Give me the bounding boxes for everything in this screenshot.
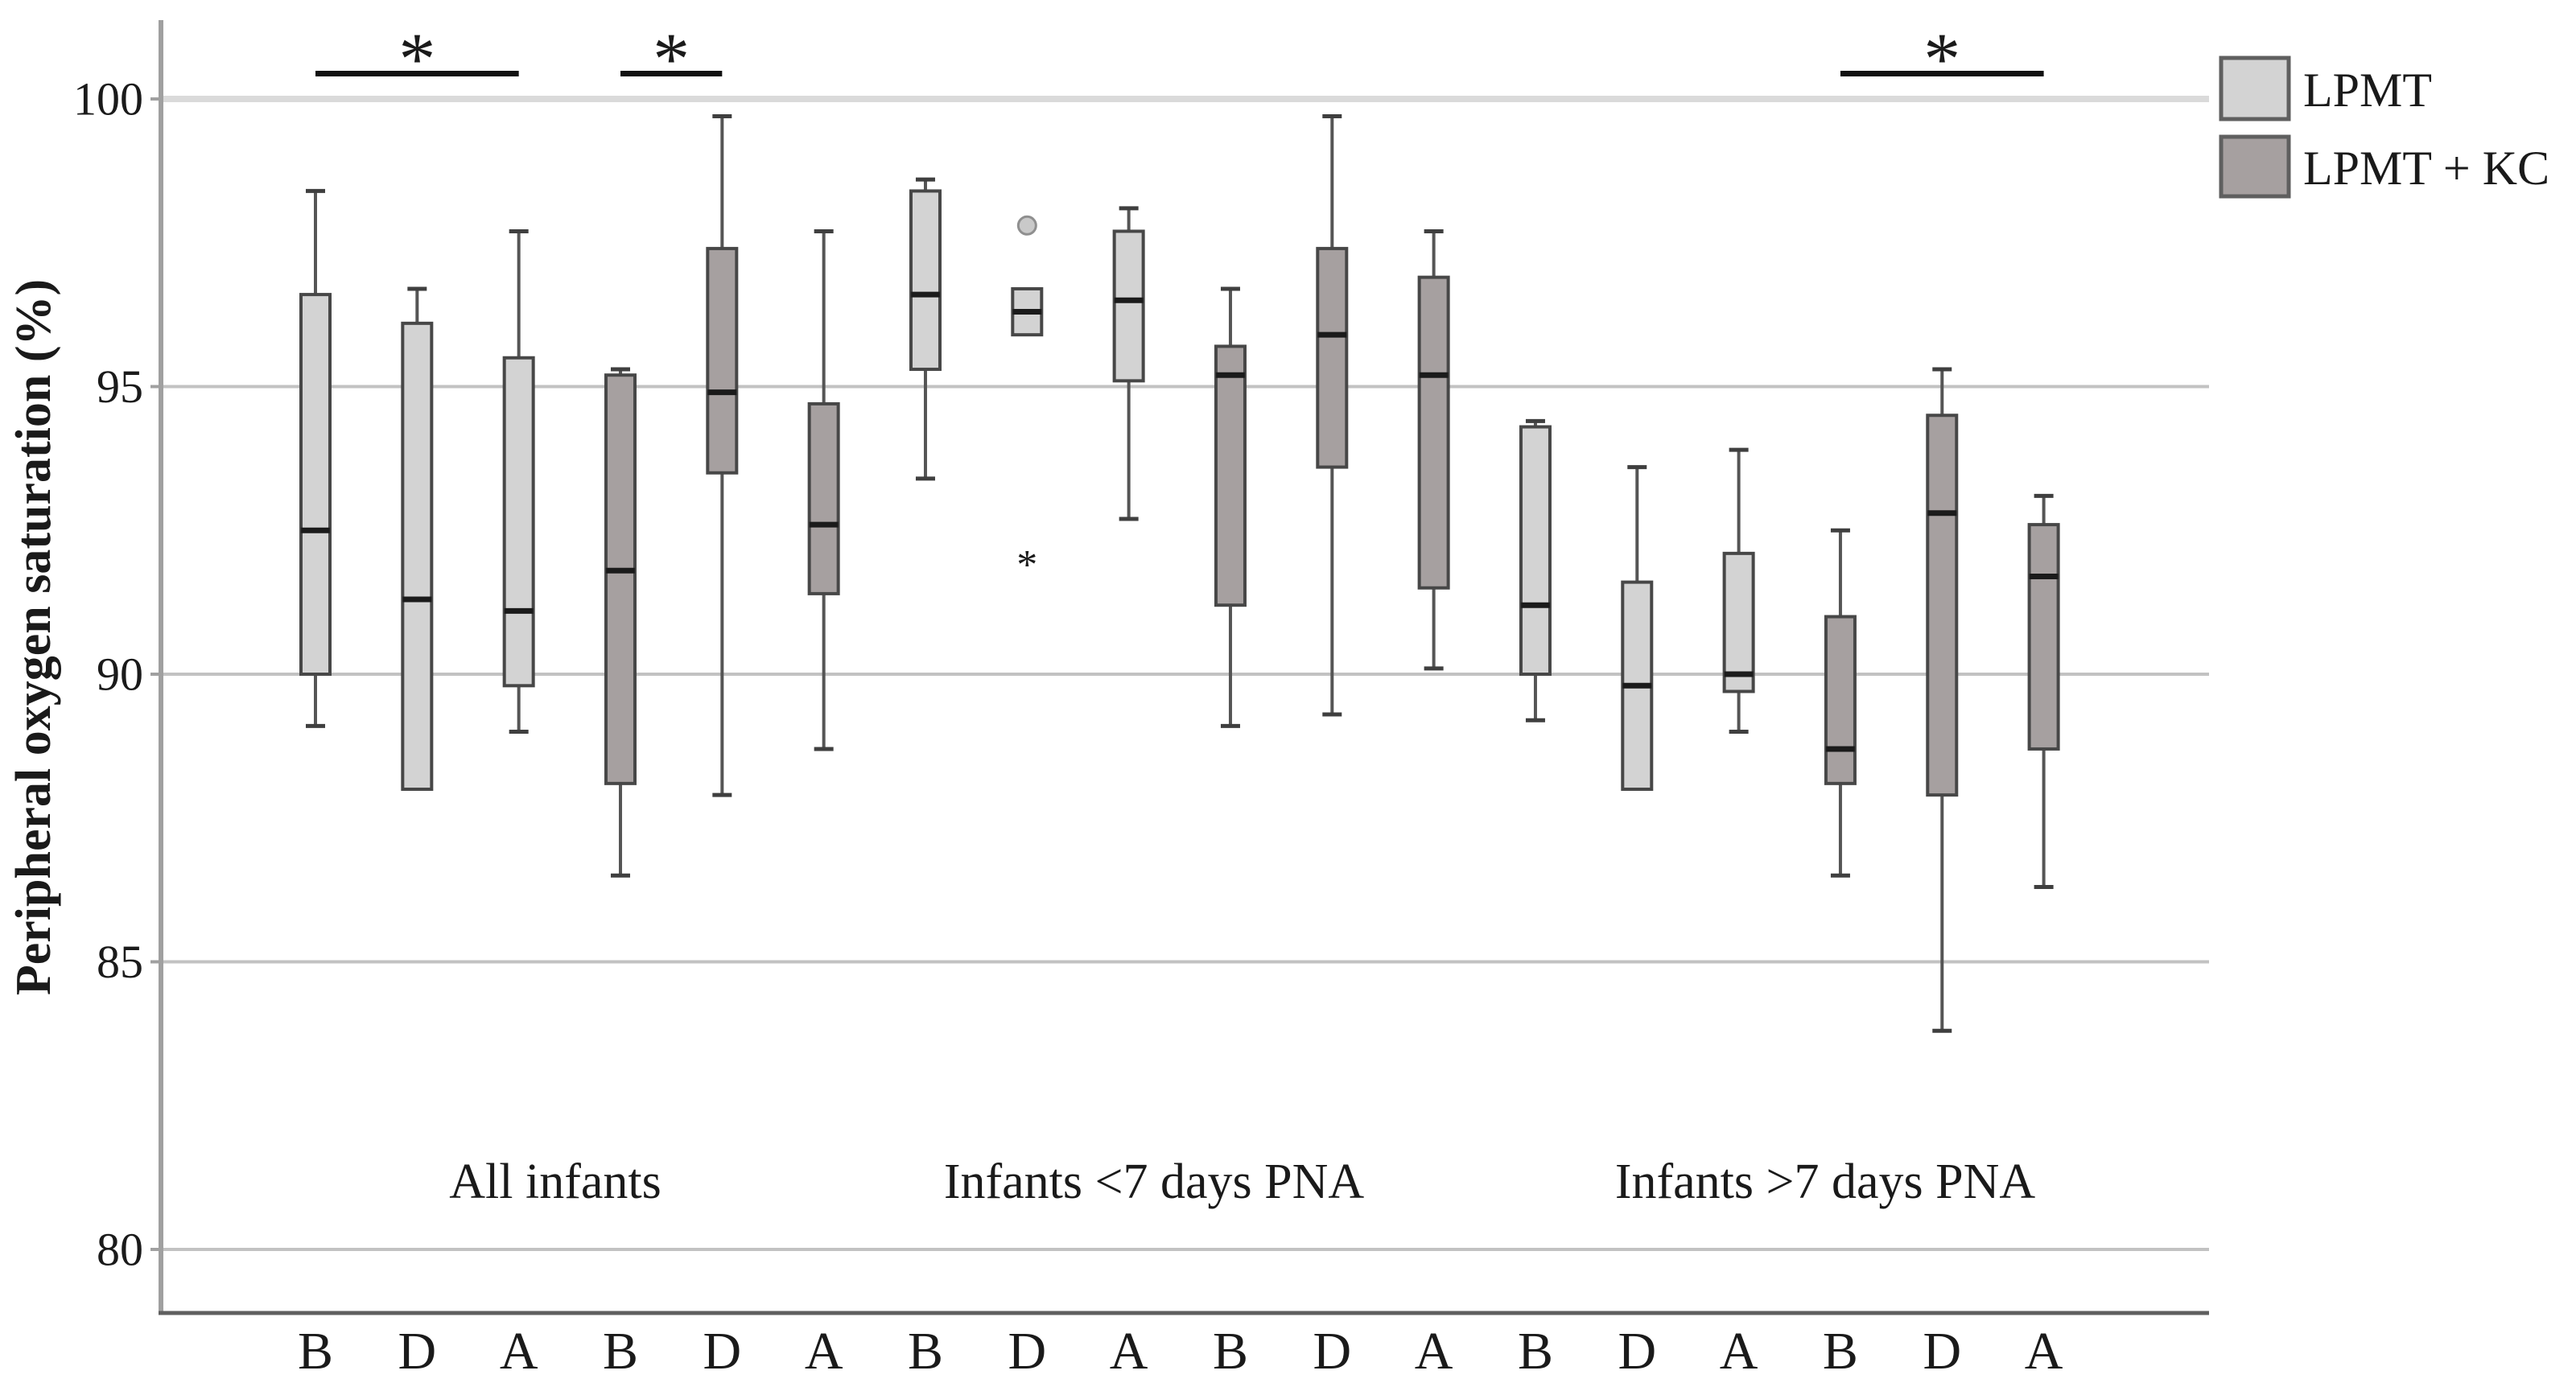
labels-layer: 100 95 90 85 80 B D A B D A B D A B D A B D A B D A All infants… xyxy=(73,73,2063,1381)
significance-asterisk-2: * xyxy=(653,18,690,100)
x-tick-label-g0-a-lpmt: A xyxy=(500,1322,538,1381)
x-tick-label-g0-b-lpmt-kc: B xyxy=(603,1322,638,1381)
box-g0-a-lpmt xyxy=(502,356,535,688)
x-tick-label-g1-b-lpmt-kc: B xyxy=(1213,1322,1248,1381)
box-g1-d-lpmt-kc xyxy=(1316,246,1349,469)
box-g0-a-lpmt-kc xyxy=(807,401,840,595)
box-g0-d-lpmt xyxy=(401,321,434,792)
legend: LPMT LPMT + KC xyxy=(2219,56,2549,199)
legend-label-lpmt-kc: LPMT + KC xyxy=(2303,142,2549,195)
y-tick-label-90: 90 xyxy=(97,648,143,701)
legend-label-lpmt: LPMT xyxy=(2303,64,2432,117)
significance-layer: * * * xyxy=(315,18,2044,100)
box-g1-a-lpmt-kc xyxy=(1417,275,1450,590)
y-axis-title: Peripheral oxygen saturation (%) xyxy=(6,279,61,995)
box-g0-b-lpmt xyxy=(299,293,332,676)
x-tick-label-g2-a-lpmt-kc: A xyxy=(2025,1322,2063,1381)
y-tick-label-100: 100 xyxy=(73,73,143,126)
box-g1-b-lpmt xyxy=(909,189,942,372)
group-label-2: Infants >7 days PNA xyxy=(1615,1154,2036,1209)
significance-asterisk-1: * xyxy=(398,18,435,100)
box-g2-a-lpmt xyxy=(1722,551,1755,694)
boxes-layer: * xyxy=(299,113,2060,1033)
x-tick-label-g2-a-lpmt: A xyxy=(1720,1322,1758,1381)
outlier-circle-g1-d-lpmt xyxy=(1016,215,1037,236)
y-tick-label-85: 85 xyxy=(97,936,143,988)
x-tick-label-g0-d-lpmt-kc: D xyxy=(703,1322,741,1381)
group-label-1: Infants <7 days PNA xyxy=(944,1154,1365,1209)
x-tick-label-g0-b-lpmt: B xyxy=(298,1322,333,1381)
legend-swatch-lpmt-kc xyxy=(2219,134,2291,199)
box-g0-b-lpmt-kc xyxy=(604,373,637,785)
y-tick-label-95: 95 xyxy=(97,360,143,413)
x-tick-label-g1-a-lpmt-kc: A xyxy=(1415,1322,1453,1381)
box-g2-b-lpmt xyxy=(1519,425,1552,676)
x-tick-label-g2-d-lpmt-kc: D xyxy=(1923,1322,1961,1381)
x-tick-label-g2-b-lpmt: B xyxy=(1518,1322,1553,1381)
legend-swatch-lpmt xyxy=(2219,56,2291,121)
axes-layer xyxy=(150,20,2209,1315)
gridlines-layer xyxy=(161,96,2209,1251)
x-tick-label-g0-d-lpmt: D xyxy=(398,1322,436,1381)
x-tick-label-g1-b-lpmt: B xyxy=(908,1322,943,1381)
x-tick-label-g0-a-lpmt-kc: A xyxy=(805,1322,843,1381)
box-g1-b-lpmt-kc xyxy=(1214,344,1247,607)
box-g1-a-lpmt xyxy=(1112,229,1145,383)
x-tick-label-g1-a-lpmt: A xyxy=(1110,1322,1148,1381)
significance-bar-1 xyxy=(315,71,519,76)
x-tick-label-g1-d-lpmt: D xyxy=(1008,1322,1046,1381)
significance-asterisk-3: * xyxy=(1923,18,1960,100)
group-label-0: All infants xyxy=(449,1154,661,1209)
significance-bar-3 xyxy=(1840,71,2044,76)
y-tick-label-80: 80 xyxy=(97,1224,143,1276)
significance-bar-2 xyxy=(620,71,723,76)
box-g2-a-lpmt-kc xyxy=(2027,523,2060,751)
box-g0-d-lpmt-kc xyxy=(706,246,739,475)
box-g2-b-lpmt-kc xyxy=(1824,615,1857,785)
x-tick-label-g1-d-lpmt-kc: D xyxy=(1313,1322,1351,1381)
extreme-outlier-star-g1-d-lpmt: * xyxy=(1016,542,1037,588)
x-tick-label-g2-d-lpmt: D xyxy=(1618,1322,1656,1381)
box-g2-d-lpmt-kc xyxy=(1926,414,1959,797)
x-tick-label-g2-b-lpmt-kc: B xyxy=(1823,1322,1858,1381)
